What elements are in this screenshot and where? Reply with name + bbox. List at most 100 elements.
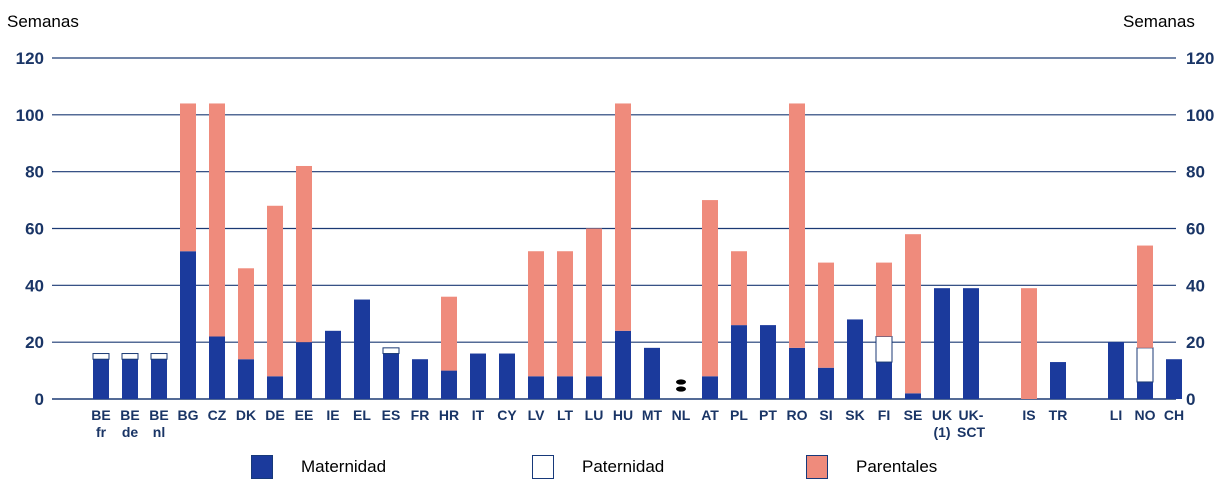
bar-maternidad [499,353,515,399]
x-tick-label: nl [153,424,165,440]
x-tick-label: BE [91,407,110,423]
x-tick-label: BE [120,407,139,423]
bar-parentales [905,234,921,394]
bar-maternidad [122,359,138,399]
x-tick-label: SCT [957,424,985,440]
bar-maternidad [267,376,283,399]
bar-maternidad [760,325,776,399]
x-tick-label: PT [759,407,777,423]
bar-maternidad [151,359,167,399]
bar-maternidad [557,376,573,399]
x-tick-label: ES [382,407,401,423]
x-tick-label: SK [845,407,864,423]
x-tick-label: LT [557,407,574,423]
bar-paternidad [1136,347,1154,383]
legend-label-maternidad: Maternidad [301,457,387,476]
x-tick-label: EL [353,407,371,423]
y-axis-unit-left: Semanas [7,12,79,31]
bar-parentales [180,103,196,252]
chart-legend: Maternidad Paternidad Parentales [0,455,1227,485]
bar-maternidad [789,347,805,399]
x-tick-label: FI [878,407,890,423]
bar-maternidad [963,288,979,399]
bar-parentales [557,251,573,377]
bar-maternidad [847,319,863,399]
bar-parentales [209,103,225,337]
bar-maternidad [412,359,428,399]
bar-paternidad [121,353,139,360]
x-tick-label: RO [787,407,808,423]
bar-parentales [296,165,312,343]
bar-paternidad [92,353,110,360]
x-tick-label: SI [819,407,832,423]
bar-parentales [876,262,892,337]
bar-parentales [238,268,254,360]
x-tick-label: HR [439,407,459,423]
legend-item-maternidad: Maternidad [251,455,386,479]
bar-parentales [267,205,283,377]
y-tick-label-right: 80 [1186,163,1205,182]
bar-maternidad [528,376,544,399]
bar-paternidad [875,335,893,363]
x-tick-label: DE [265,407,284,423]
x-tick-label: CZ [208,407,227,423]
bar-paternidad [150,353,168,360]
y-tick-label-left: 100 [16,106,44,125]
bar-parentales [528,251,544,377]
y-tick-label-left: 20 [25,333,44,352]
x-tick-label: TR [1049,407,1068,423]
bar-maternidad [1050,362,1066,399]
missing-data-marker [676,386,686,392]
bar-maternidad [615,330,631,399]
y-tick-label-right: 60 [1186,220,1205,239]
bar-maternidad [354,299,370,399]
y-tick-label-right: 40 [1186,276,1205,295]
bar-maternidad [586,376,602,399]
x-tick-label: IE [326,407,339,423]
legend-swatch-parentales [806,455,828,479]
bar-parentales [702,200,718,377]
x-tick-label: LV [528,407,546,423]
x-tick-label: LI [1110,407,1122,423]
legend-label-parentales: Parentales [856,457,938,476]
x-tick-label: NO [1135,407,1156,423]
bar-maternidad [383,353,399,399]
bar-maternidad [441,370,457,399]
x-tick-label: HU [613,407,633,423]
y-tick-label-left: 80 [25,163,44,182]
x-tick-label: BG [178,407,199,423]
x-tick-label: IT [472,407,485,423]
x-tick-label: PL [730,407,748,423]
bar-parentales [1021,288,1037,399]
bar-parentales [1137,245,1153,348]
y-tick-label-right: 100 [1186,106,1214,125]
y-tick-label-right: 0 [1186,390,1195,409]
y-tick-label-left: 60 [25,220,44,239]
bar-maternidad [93,359,109,399]
bar-maternidad [905,393,921,399]
bar-parentales [615,103,631,331]
bar-maternidad [1137,381,1153,399]
bar-maternidad [934,288,950,399]
bar-maternidad [1166,359,1182,399]
bar-maternidad [876,362,892,399]
bar-maternidad [470,353,486,399]
y-tick-label-left: 40 [25,276,44,295]
bar-paternidad [382,347,400,355]
bar-maternidad [209,336,225,399]
y-tick-label-left: 120 [16,49,44,68]
y-tick-label-right: 20 [1186,333,1205,352]
bar-parentales [789,103,805,348]
bar-maternidad [731,325,747,399]
x-tick-label: BE [149,407,168,423]
legend-label-paternidad: Paternidad [582,457,665,476]
y-tick-label-left: 0 [35,390,44,409]
bar-maternidad [644,347,660,399]
x-tick-label: DK [236,407,256,423]
x-tick-label: CH [1164,407,1184,423]
bar-maternidad [296,342,312,399]
x-tick-label: CY [497,407,517,423]
x-tick-label: UK [932,407,952,423]
bar-maternidad [325,330,341,399]
